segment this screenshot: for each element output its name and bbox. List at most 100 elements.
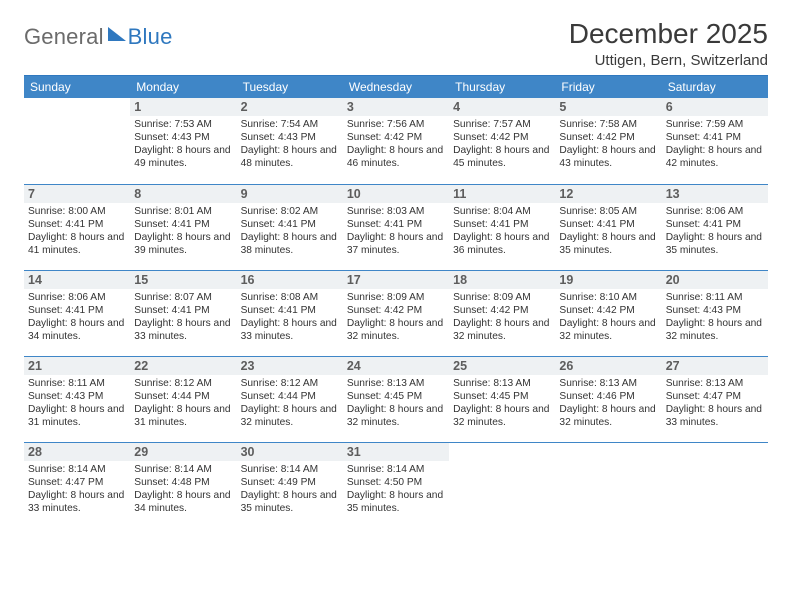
sunset-text: Sunset: 4:41 PM bbox=[134, 304, 232, 317]
day-number: 4 bbox=[449, 98, 555, 116]
day-info: Sunrise: 8:11 AMSunset: 4:43 PMDaylight:… bbox=[28, 377, 126, 429]
calendar-cell: 8Sunrise: 8:01 AMSunset: 4:41 PMDaylight… bbox=[130, 184, 236, 270]
sunset-text: Sunset: 4:41 PM bbox=[241, 304, 339, 317]
calendar-cell: 23Sunrise: 8:12 AMSunset: 4:44 PMDayligh… bbox=[237, 356, 343, 442]
day-info: Sunrise: 8:06 AMSunset: 4:41 PMDaylight:… bbox=[666, 205, 764, 257]
day-info: Sunrise: 7:58 AMSunset: 4:42 PMDaylight:… bbox=[559, 118, 657, 170]
sunrise-text: Sunrise: 8:01 AM bbox=[134, 205, 232, 218]
sunrise-text: Sunrise: 8:13 AM bbox=[559, 377, 657, 390]
day-number: 6 bbox=[662, 98, 768, 116]
calendar-cell bbox=[555, 442, 661, 528]
calendar-cell: 13Sunrise: 8:06 AMSunset: 4:41 PMDayligh… bbox=[662, 184, 768, 270]
day-info: Sunrise: 8:01 AMSunset: 4:41 PMDaylight:… bbox=[134, 205, 232, 257]
sunrise-text: Sunrise: 8:13 AM bbox=[453, 377, 551, 390]
sunset-text: Sunset: 4:45 PM bbox=[453, 390, 551, 403]
calendar-cell: 11Sunrise: 8:04 AMSunset: 4:41 PMDayligh… bbox=[449, 184, 555, 270]
day-info: Sunrise: 8:05 AMSunset: 4:41 PMDaylight:… bbox=[559, 205, 657, 257]
sunrise-text: Sunrise: 7:54 AM bbox=[241, 118, 339, 131]
daylight-text: Daylight: 8 hours and 33 minutes. bbox=[28, 489, 126, 515]
col-saturday: Saturday bbox=[662, 76, 768, 98]
day-number: 23 bbox=[237, 357, 343, 375]
daylight-text: Daylight: 8 hours and 32 minutes. bbox=[559, 403, 657, 429]
sunrise-text: Sunrise: 7:53 AM bbox=[134, 118, 232, 131]
daylight-text: Daylight: 8 hours and 46 minutes. bbox=[347, 144, 445, 170]
calendar-cell: 19Sunrise: 8:10 AMSunset: 4:42 PMDayligh… bbox=[555, 270, 661, 356]
day-info: Sunrise: 8:08 AMSunset: 4:41 PMDaylight:… bbox=[241, 291, 339, 343]
sunrise-text: Sunrise: 8:10 AM bbox=[559, 291, 657, 304]
day-number: 7 bbox=[24, 185, 130, 203]
sunrise-text: Sunrise: 8:11 AM bbox=[666, 291, 764, 304]
sunset-text: Sunset: 4:43 PM bbox=[241, 131, 339, 144]
day-number: 16 bbox=[237, 271, 343, 289]
daylight-text: Daylight: 8 hours and 32 minutes. bbox=[453, 403, 551, 429]
brand-triangle-icon bbox=[108, 27, 126, 41]
day-number: 12 bbox=[555, 185, 661, 203]
day-info: Sunrise: 8:09 AMSunset: 4:42 PMDaylight:… bbox=[347, 291, 445, 343]
sunrise-text: Sunrise: 8:14 AM bbox=[28, 463, 126, 476]
calendar-cell: 3 Sunrise: 7:56 AMSunset: 4:42 PMDaylight… bbox=[343, 98, 449, 184]
day-number: 1 bbox=[130, 98, 236, 116]
brand-part2: Blue bbox=[128, 24, 173, 50]
day-info: Sunrise: 8:13 AMSunset: 4:47 PMDaylight:… bbox=[666, 377, 764, 429]
sunrise-text: Sunrise: 8:08 AM bbox=[241, 291, 339, 304]
col-sunday: Sunday bbox=[24, 76, 130, 98]
day-number: 3 bbox=[343, 98, 449, 116]
sunrise-text: Sunrise: 8:06 AM bbox=[666, 205, 764, 218]
daylight-text: Daylight: 8 hours and 33 minutes. bbox=[666, 403, 764, 429]
calendar-cell: 6Sunrise: 7:59 AMSunset: 4:41 PMDaylight… bbox=[662, 98, 768, 184]
sunset-text: Sunset: 4:42 PM bbox=[453, 131, 551, 144]
daylight-text: Daylight: 8 hours and 33 minutes. bbox=[134, 317, 232, 343]
calendar-cell: 30Sunrise: 8:14 AMSunset: 4:49 PMDayligh… bbox=[237, 442, 343, 528]
sunrise-text: Sunrise: 8:02 AM bbox=[241, 205, 339, 218]
day-info: Sunrise: 7:56 AMSunset: 4:42 PMDaylight:… bbox=[347, 118, 445, 170]
sunrise-text: Sunrise: 8:09 AM bbox=[347, 291, 445, 304]
sunset-text: Sunset: 4:48 PM bbox=[134, 476, 232, 489]
calendar-cell: 27Sunrise: 8:13 AMSunset: 4:47 PMDayligh… bbox=[662, 356, 768, 442]
sunrise-text: Sunrise: 8:05 AM bbox=[559, 205, 657, 218]
location-subtitle: Uttigen, Bern, Switzerland bbox=[569, 52, 768, 69]
sunset-text: Sunset: 4:42 PM bbox=[559, 131, 657, 144]
daylight-text: Daylight: 8 hours and 32 minutes. bbox=[241, 403, 339, 429]
daylight-text: Daylight: 8 hours and 31 minutes. bbox=[28, 403, 126, 429]
day-number: 15 bbox=[130, 271, 236, 289]
day-info: Sunrise: 8:09 AMSunset: 4:42 PMDaylight:… bbox=[453, 291, 551, 343]
header: General Blue December 2025 Uttigen, Bern… bbox=[24, 18, 768, 69]
sunrise-text: Sunrise: 8:00 AM bbox=[28, 205, 126, 218]
daylight-text: Daylight: 8 hours and 35 minutes. bbox=[559, 231, 657, 257]
calendar-cell: 20Sunrise: 8:11 AMSunset: 4:43 PMDayligh… bbox=[662, 270, 768, 356]
sunrise-text: Sunrise: 8:04 AM bbox=[453, 205, 551, 218]
col-monday: Monday bbox=[130, 76, 236, 98]
sunset-text: Sunset: 4:41 PM bbox=[666, 218, 764, 231]
col-thursday: Thursday bbox=[449, 76, 555, 98]
title-block: December 2025 Uttigen, Bern, Switzerland bbox=[569, 18, 768, 69]
sunset-text: Sunset: 4:43 PM bbox=[134, 131, 232, 144]
sunrise-text: Sunrise: 8:09 AM bbox=[453, 291, 551, 304]
calendar-cell: 1 Sunrise: 7:53 AMSunset: 4:43 PMDaylight… bbox=[130, 98, 236, 184]
sunset-text: Sunset: 4:44 PM bbox=[241, 390, 339, 403]
calendar-cell bbox=[662, 442, 768, 528]
day-info: Sunrise: 8:14 AMSunset: 4:48 PMDaylight:… bbox=[134, 463, 232, 515]
day-number: 24 bbox=[343, 357, 449, 375]
sunrise-text: Sunrise: 8:03 AM bbox=[347, 205, 445, 218]
calendar-cell: 17Sunrise: 8:09 AMSunset: 4:42 PMDayligh… bbox=[343, 270, 449, 356]
sunrise-text: Sunrise: 7:56 AM bbox=[347, 118, 445, 131]
calendar-row: 7 Sunrise: 8:00 AM Sunset: 4:41 PM Daylight… bbox=[24, 184, 768, 270]
page-title: December 2025 bbox=[569, 18, 768, 50]
day-info: Sunrise: 8:10 AMSunset: 4:42 PMDaylight:… bbox=[559, 291, 657, 343]
daylight-text: Daylight: 8 hours and 33 minutes. bbox=[241, 317, 339, 343]
sunset-text: Sunset: 4:43 PM bbox=[28, 390, 126, 403]
brand-part1: General bbox=[24, 24, 104, 50]
day-number: 22 bbox=[130, 357, 236, 375]
calendar-cell: 14Sunrise: 8:06 AMSunset: 4:41 PMDayligh… bbox=[24, 270, 130, 356]
daylight-text: Daylight: 8 hours and 49 minutes. bbox=[134, 144, 232, 170]
calendar-cell: 2Sunrise: 7:54 AMSunset: 4:43 PMDaylight… bbox=[237, 98, 343, 184]
daylight-text: Daylight: 8 hours and 41 minutes. bbox=[28, 231, 126, 257]
sunrise-text: Sunrise: 8:13 AM bbox=[666, 377, 764, 390]
sunset-text: Sunset: 4:42 PM bbox=[453, 304, 551, 317]
day-info: Sunrise: 8:11 AMSunset: 4:43 PMDaylight:… bbox=[666, 291, 764, 343]
calendar-cell bbox=[24, 98, 130, 184]
sunset-text: Sunset: 4:41 PM bbox=[241, 218, 339, 231]
sunrise-text: Sunrise: 8:07 AM bbox=[134, 291, 232, 304]
sunrise-text: Sunrise: 8:12 AM bbox=[134, 377, 232, 390]
sunset-text: Sunset: 4:47 PM bbox=[666, 390, 764, 403]
